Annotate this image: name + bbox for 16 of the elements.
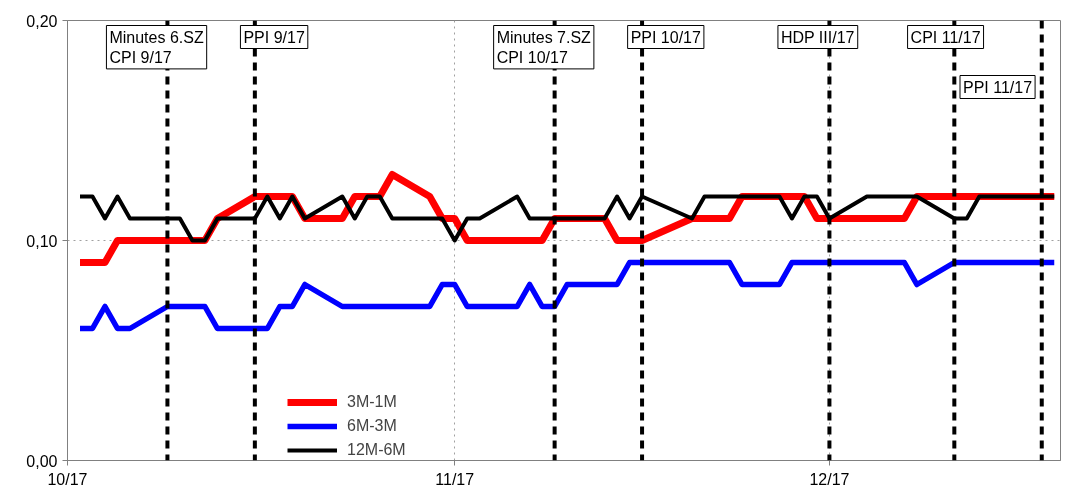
y-tick-label: 0,00 — [26, 452, 58, 470]
ref-line-label: Minutes 7.SZ CPI 10/17 — [496, 28, 592, 66]
ref-line-label: Minutes 6.SZ CPI 9/17 — [109, 28, 204, 66]
ref-line-label: PPI 10/17 — [630, 28, 702, 46]
ref-line-label: HDP III/17 — [780, 28, 855, 46]
x-tick-label: 10/17 — [47, 470, 88, 488]
legend-label: 6M-3M — [347, 417, 397, 435]
y-tick-label: 0,20 — [26, 12, 58, 30]
ref-line-label: PPI 9/17 — [243, 28, 305, 46]
y-tick-label: 0,10 — [26, 232, 58, 250]
ref-line-label: PPI 11/17 — [963, 78, 1033, 96]
legend-label: 3M-1M — [347, 393, 397, 411]
legend-label: 12M-6M — [347, 441, 406, 459]
x-tick-label: 11/17 — [435, 470, 475, 488]
x-tick-label: 12/17 — [809, 470, 850, 488]
ref-line-label: CPI 11/17 — [910, 28, 981, 46]
